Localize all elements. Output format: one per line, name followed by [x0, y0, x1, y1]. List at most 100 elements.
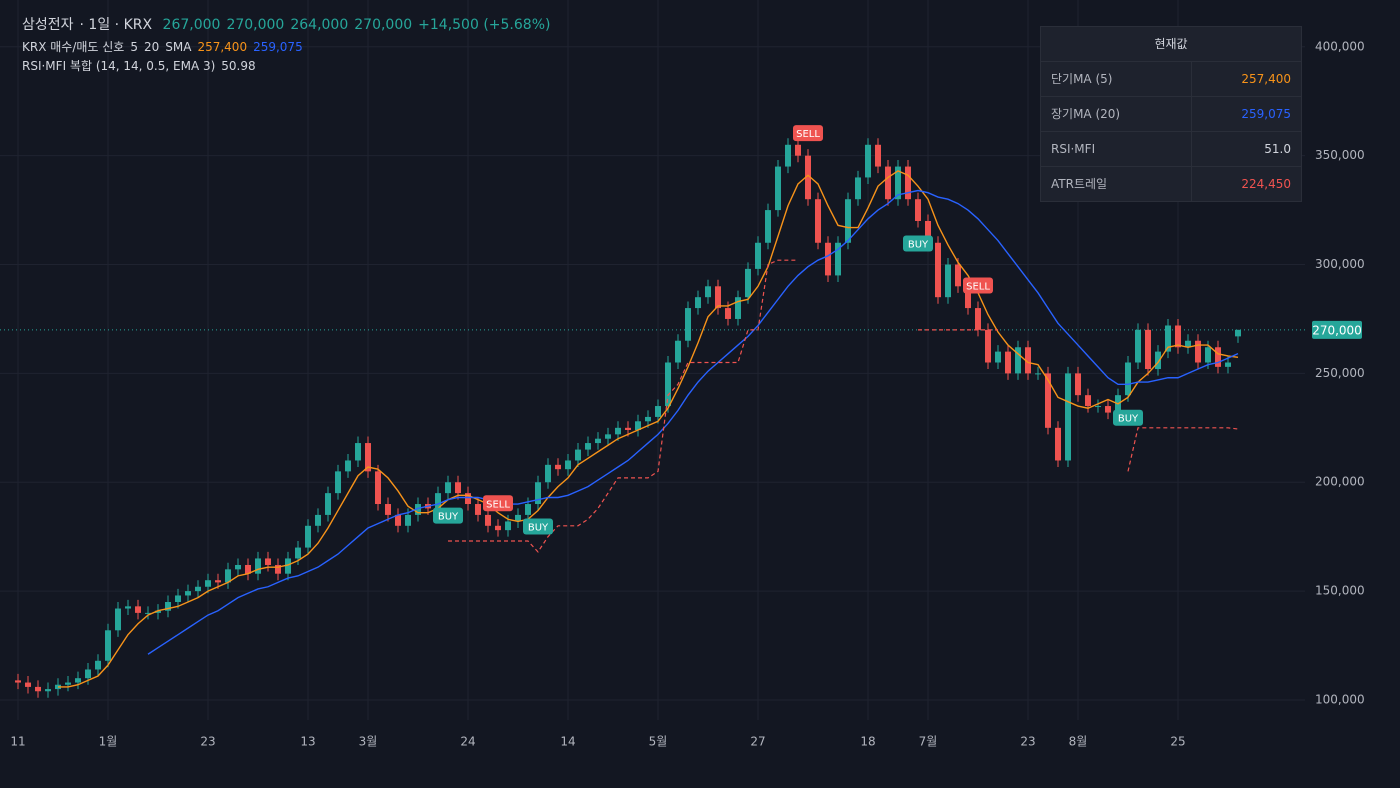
- candle-body: [985, 329, 991, 363]
- candle-body: [1155, 351, 1161, 370]
- x-tick-label: 23: [1020, 735, 1035, 749]
- candle-body: [75, 678, 81, 683]
- candle-body: [505, 521, 511, 531]
- signal-badge: [793, 125, 823, 142]
- candle-body: [495, 525, 501, 531]
- table-row: ATR트레일 224,450: [1041, 167, 1301, 201]
- close-value: 270,000: [354, 17, 413, 33]
- candle-body: [165, 601, 171, 611]
- candle-body: [455, 482, 461, 494]
- indicator-name: RSI·MFI 복합 (14, 14, 0.5, EMA 3): [22, 59, 216, 73]
- y-tick-label: 400,000: [1315, 39, 1365, 53]
- y-tick-label: 150,000: [1315, 584, 1365, 598]
- candle-body: [795, 144, 801, 156]
- candle-body: [35, 686, 41, 692]
- candle-body: [285, 558, 291, 574]
- candle-body: [405, 514, 411, 526]
- candle-body: [1045, 373, 1051, 428]
- legend-short-len: 5: [130, 40, 138, 54]
- candle-body: [315, 514, 321, 526]
- y-tick-label: 350,000: [1315, 148, 1365, 162]
- candle-body: [745, 268, 751, 298]
- candle-body: [825, 242, 831, 276]
- candle-body: [1215, 347, 1221, 367]
- signal-badge: [523, 518, 553, 535]
- candle-body: [475, 504, 481, 515]
- last-price-badge: [1312, 320, 1362, 339]
- y-tick-label: 250,000: [1315, 366, 1365, 380]
- candle-body: [635, 421, 641, 430]
- row-label: 단기MA (5): [1041, 62, 1192, 96]
- candle-body: [1195, 340, 1201, 363]
- candle-body: [435, 493, 441, 509]
- candle-body: [65, 682, 71, 685]
- candle-body: [25, 682, 31, 687]
- candle-body: [945, 264, 951, 298]
- candle-body: [1105, 406, 1111, 413]
- candle-body: [755, 242, 761, 269]
- candle-body: [935, 242, 941, 298]
- x-tick-label: 8월: [1069, 735, 1088, 749]
- row-label: ATR트레일: [1041, 167, 1192, 201]
- candle-body: [1135, 329, 1141, 363]
- symbol-header: 삼성전자 · 1일 · KRX 267,000 270,000 264,000 270,…: [22, 14, 556, 34]
- candle-body: [175, 595, 181, 602]
- candle-body: [765, 210, 771, 243]
- legend-long-len: 20: [143, 40, 160, 54]
- candle-body: [355, 443, 361, 461]
- candle-body: [1005, 351, 1011, 374]
- y-tick-label: 300,000: [1315, 257, 1365, 271]
- table-row: 단기MA (5) 257,400: [1041, 62, 1301, 97]
- candle-body: [445, 482, 451, 494]
- candle-body: [1035, 373, 1041, 375]
- candle-body: [705, 286, 711, 298]
- candle-body: [615, 427, 621, 435]
- signal-badge: [433, 507, 463, 524]
- candle-body: [1065, 373, 1071, 461]
- candle-body: [525, 504, 531, 515]
- signal-label: SELL: [796, 129, 820, 140]
- candle-body: [395, 514, 401, 526]
- candle-body: [735, 297, 741, 319]
- last-price-label: 270,000: [1312, 323, 1362, 337]
- signal-label: BUY: [1118, 414, 1139, 425]
- candle-body: [685, 308, 691, 341]
- candle-body: [325, 493, 331, 515]
- candle-body: [345, 460, 351, 472]
- candle-body: [925, 220, 931, 243]
- candle-body: [625, 427, 631, 430]
- candle-body: [715, 286, 721, 309]
- candle-body: [1235, 329, 1241, 337]
- x-tick-label: 18: [860, 735, 875, 749]
- row-value: 224,450: [1241, 177, 1291, 191]
- candle-body: [515, 514, 521, 522]
- candle-body: [365, 443, 371, 472]
- candle-body: [265, 558, 271, 565]
- candle-body: [155, 610, 161, 613]
- candle-body: [855, 177, 861, 200]
- candle-body: [255, 558, 261, 574]
- candle-body: [385, 504, 391, 515]
- candle-body: [555, 464, 561, 470]
- candle-body: [955, 264, 961, 287]
- candle-body: [915, 199, 921, 221]
- candle-body: [185, 591, 191, 596]
- candle-body: [1225, 362, 1231, 367]
- candle-body: [885, 166, 891, 200]
- candle-body: [605, 434, 611, 439]
- legend-long-value: 259,075: [253, 40, 303, 54]
- table-title: 현재값: [1041, 27, 1301, 62]
- indicator-value: 50.98: [221, 59, 256, 73]
- change-value: +14,500 (+5.68%): [418, 17, 551, 33]
- indicator-line: [58, 170, 1239, 688]
- candle-body: [115, 608, 121, 631]
- candle-body: [975, 308, 981, 330]
- candle-body: [845, 199, 851, 243]
- candle-body: [1205, 347, 1211, 363]
- row-value: 51.0: [1264, 142, 1291, 156]
- candle-body: [125, 606, 131, 609]
- y-tick-label: 200,000: [1315, 475, 1365, 489]
- candle-body: [995, 351, 1001, 363]
- indicator-legend: RSI·MFI 복합 (14, 14, 0.5, EMA 3) 50.98: [22, 57, 262, 74]
